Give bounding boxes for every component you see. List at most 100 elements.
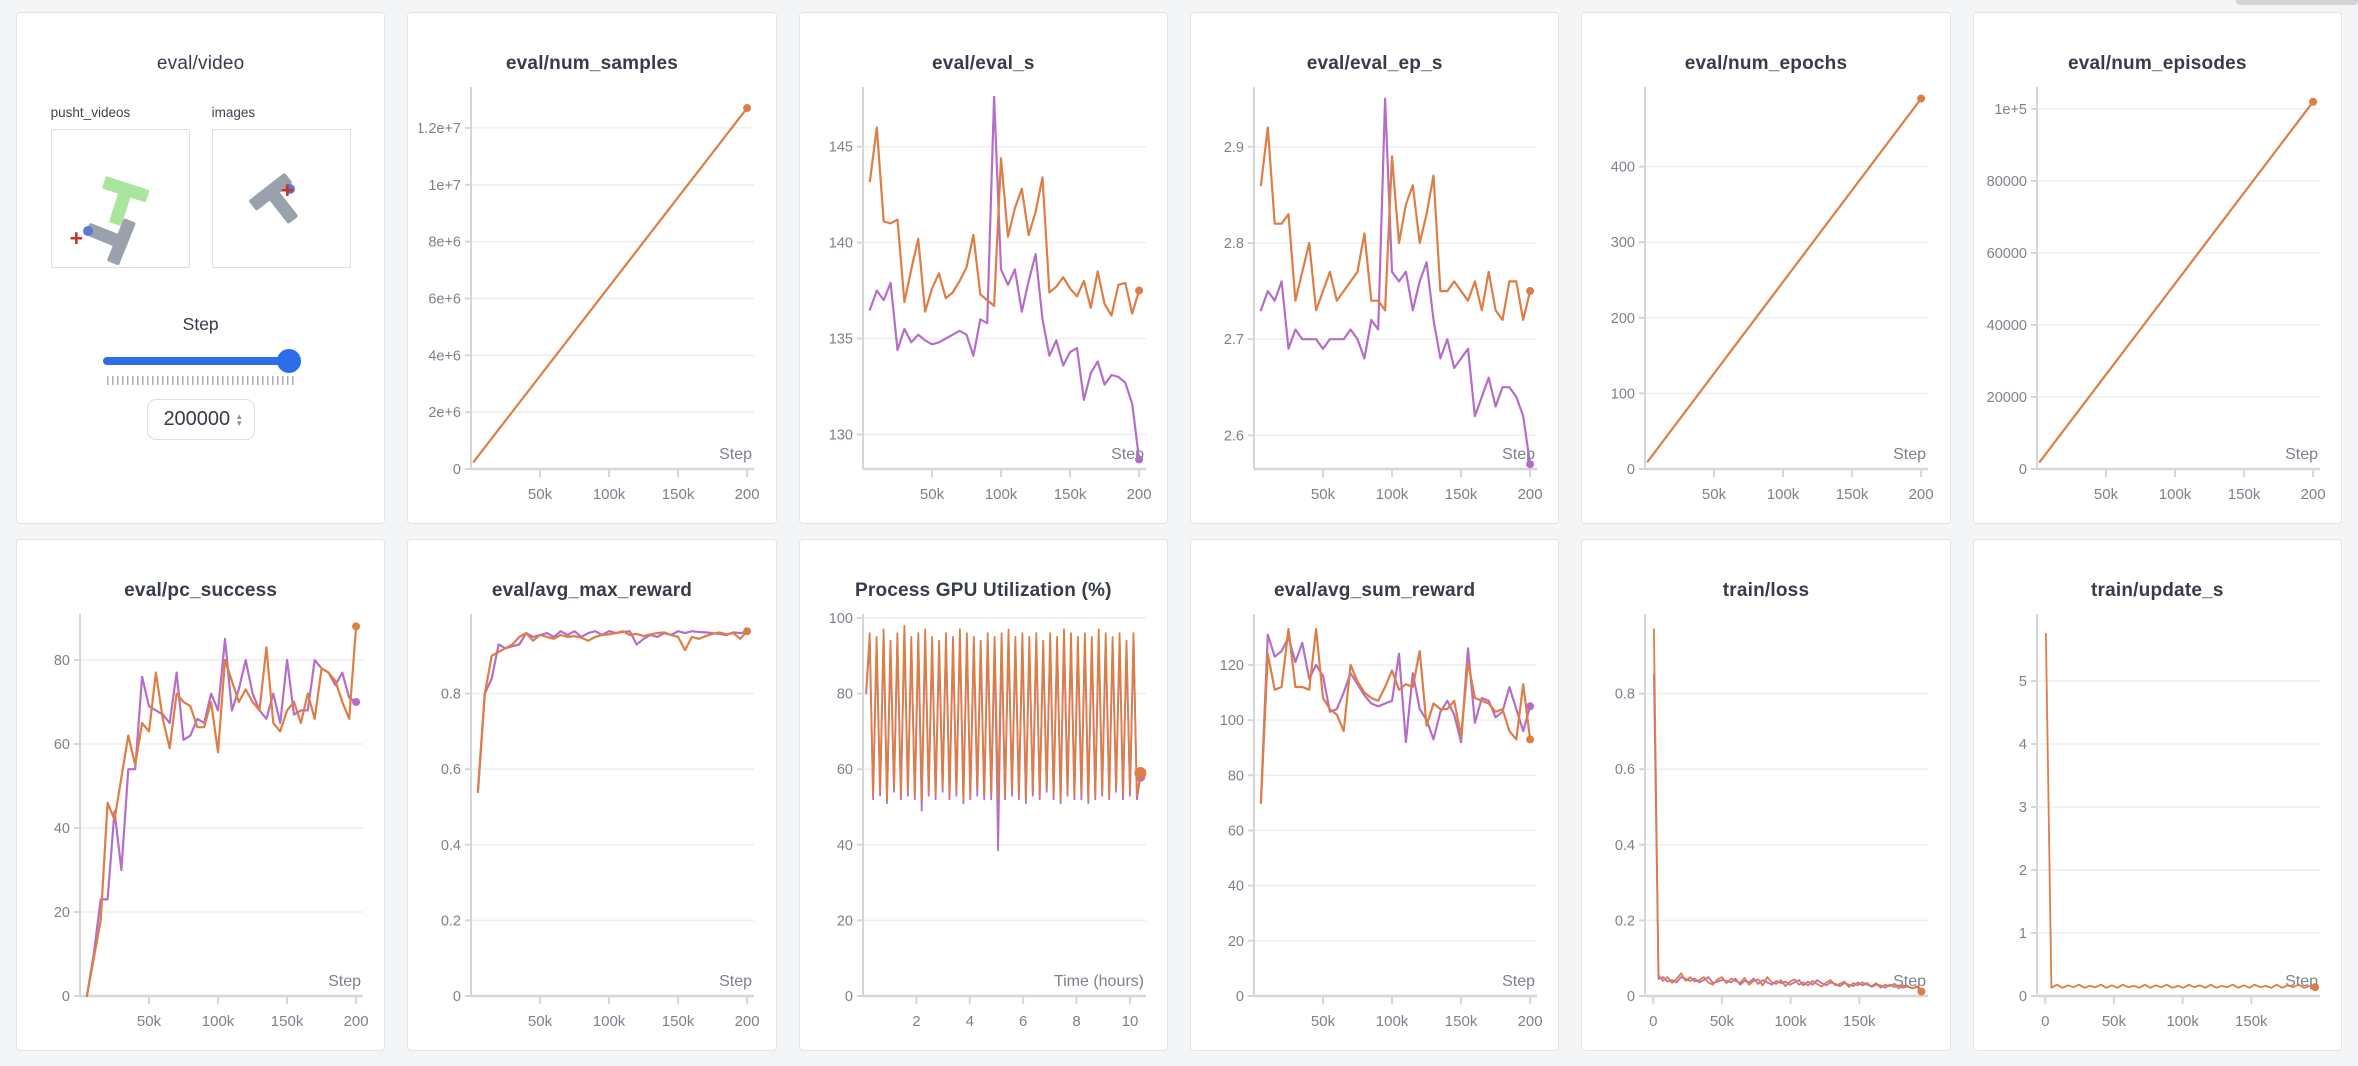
y-tick-label: 2.7 xyxy=(1224,332,1244,348)
series-line-run-orange xyxy=(477,630,749,793)
y-tick-label: 0.4 xyxy=(441,838,461,854)
series-line-run-purple xyxy=(1259,97,1532,466)
x-tick-label: 6 xyxy=(1019,1013,1027,1030)
x-tick-label: 0 xyxy=(2041,1013,2049,1030)
y-tick-label: 0.2 xyxy=(441,913,461,929)
chart-panel-process-gpu-utilization-: Process GPU Utilization (%) 0 20 40 60 80 100… xyxy=(798,539,1168,1051)
chart-title: eval/avg_sum_reward xyxy=(1274,580,1476,601)
y-tick-label: 0.4 xyxy=(1615,838,1635,854)
y-tick-label: 100 xyxy=(829,611,853,627)
y-tick-label: 2 xyxy=(2019,863,2027,879)
step-value-field[interactable] xyxy=(158,408,231,431)
y-tick-label: 20 xyxy=(837,913,853,929)
y-tick-label: 80 xyxy=(1228,768,1244,784)
x-tick-label: 150k xyxy=(1836,486,1869,503)
y-tick-label: 60000 xyxy=(1987,246,2027,262)
x-tick-label: 200 xyxy=(344,1013,369,1030)
series-line-run-orange xyxy=(1259,627,1532,804)
chart-plot-area[interactable]: 0 20000 40000 60000 80000 1e+5 50k 100k 150k 200 S… xyxy=(1985,81,2330,517)
gray-t-block-shape xyxy=(247,172,311,236)
media-label-pusht-videos: pusht_videos xyxy=(50,105,131,120)
series-end-dot-run-orange xyxy=(743,627,752,636)
agent-dot-icon xyxy=(82,226,93,236)
x-tick-label: 200 xyxy=(2300,486,2325,503)
y-tick-label: 1e+7 xyxy=(429,178,462,194)
chart-panel-eval-pc-success: eval/pc_success 0 20 40 60 80 50k 100k 150k 200 S… xyxy=(16,539,386,1051)
y-tick-label: 0 xyxy=(62,989,70,1005)
step-slider-track[interactable] xyxy=(102,357,299,365)
chart-plot-area[interactable]: 0 20 40 60 80 100 120 50k 100k 150k 200 Step xyxy=(1202,608,1547,1044)
y-tick-label: 4e+6 xyxy=(429,348,462,364)
x-tick-label: 50k xyxy=(1311,1013,1336,1030)
chart-title: eval/pc_success xyxy=(124,580,278,601)
chart-plot-area[interactable]: 0 20 40 60 80 50k 100k 150k 200 Step xyxy=(28,608,373,1044)
series-line-run-orange xyxy=(2044,632,2316,989)
y-tick-label: 2.8 xyxy=(1224,236,1244,252)
x-tick-label: 0 xyxy=(1650,1013,1658,1030)
x-tick-label: 100k xyxy=(2159,486,2192,503)
y-tick-label: 40 xyxy=(54,821,70,837)
series-line-run-purple xyxy=(85,637,358,998)
x-axis-label: Step xyxy=(720,446,753,463)
series-end-dot-run-orange xyxy=(1917,987,1926,996)
y-tick-label: 0 xyxy=(1236,989,1244,1005)
chart-title: eval/num_epochs xyxy=(1684,53,1848,74)
x-tick-label: 100k xyxy=(593,1013,626,1030)
series-line-run-purple xyxy=(1653,673,1923,992)
chart-panel-train-loss: train/loss 0 0.2 0.4 0.6 0.8 0 50k 100k 150k Step xyxy=(1581,539,1951,1051)
series-line-run-purple xyxy=(477,630,749,793)
step-number-input[interactable]: ▲ ▼ xyxy=(146,399,255,440)
chart-plot-area[interactable]: 0 20 40 60 80 100 2 4 6 8 10 Time (hours) xyxy=(811,608,1156,1044)
chart-plot-area[interactable]: 0 0.2 0.4 0.6 0.8 50k 100k 150k 200 Step xyxy=(419,608,764,1044)
y-tick-label: 100 xyxy=(1220,713,1244,729)
goal-cross-icon: + xyxy=(280,177,295,203)
images-thumbnail[interactable]: + xyxy=(211,129,351,268)
stepper-down-icon[interactable]: ▼ xyxy=(235,418,244,428)
x-tick-label: 100k xyxy=(202,1013,235,1030)
series-end-dot-run-purple xyxy=(1526,702,1535,711)
x-axis-label: Step xyxy=(2285,446,2318,463)
chart-plot-area[interactable]: 0 100 200 300 400 50k 100k 150k 200 Step xyxy=(1593,81,1938,517)
stepper-up-icon[interactable]: ▲ xyxy=(235,411,244,421)
y-tick-label: 130 xyxy=(829,427,853,443)
x-tick-label: 150k xyxy=(662,1013,695,1030)
x-tick-label: 150k xyxy=(1445,1013,1478,1030)
x-axis-label: Step xyxy=(1502,973,1535,990)
step-slider[interactable] xyxy=(102,349,301,373)
x-tick-label: 150k xyxy=(1844,1013,1877,1030)
chart-plot-area[interactable]: 2.6 2.7 2.8 2.9 50k 100k 150k 200 Step xyxy=(1202,81,1547,517)
y-tick-label: 20000 xyxy=(1987,390,2027,406)
series-end-dot-run-orange xyxy=(2311,983,2320,992)
y-tick-label: 0 xyxy=(845,989,853,1005)
x-tick-label: 150k xyxy=(2235,1013,2268,1030)
series-end-dot-run-orange xyxy=(352,622,361,631)
x-tick-label: 100k xyxy=(2166,1013,2199,1030)
x-tick-label: 50k xyxy=(137,1013,162,1030)
step-slider-thumb[interactable] xyxy=(276,349,301,373)
y-tick-label: 1 xyxy=(2019,926,2027,942)
x-tick-label: 8 xyxy=(1072,1013,1080,1030)
y-tick-label: 60 xyxy=(54,737,70,753)
chart-plot-area[interactable]: 0 2e+6 4e+6 6e+6 8e+6 1e+7 1.2e+7 50k 100k 150k 20… xyxy=(419,81,764,517)
y-tick-label: 1e+5 xyxy=(1994,102,2027,118)
x-tick-label: 200 xyxy=(735,1013,760,1030)
stepper-control: ▲ ▼ xyxy=(235,411,244,428)
series-end-dot-run-purple xyxy=(352,698,361,706)
x-tick-label: 200 xyxy=(1518,486,1543,503)
x-tick-label: 150k xyxy=(1445,486,1478,503)
x-tick-label: 50k xyxy=(528,1013,553,1030)
y-tick-label: 3 xyxy=(2019,800,2027,816)
series-end-dot-run-orange xyxy=(1526,735,1535,744)
y-tick-label: 0.8 xyxy=(1615,687,1635,703)
video-panel-title: eval/video xyxy=(156,53,245,74)
y-tick-label: 300 xyxy=(1611,235,1635,251)
chart-title: train/loss xyxy=(1722,580,1810,601)
x-tick-label: 50k xyxy=(1311,486,1336,503)
x-axis-label: Step xyxy=(328,973,361,990)
offscreen-element-fragment xyxy=(2236,0,2358,5)
pusht-videos-thumbnail[interactable]: + xyxy=(50,129,190,268)
